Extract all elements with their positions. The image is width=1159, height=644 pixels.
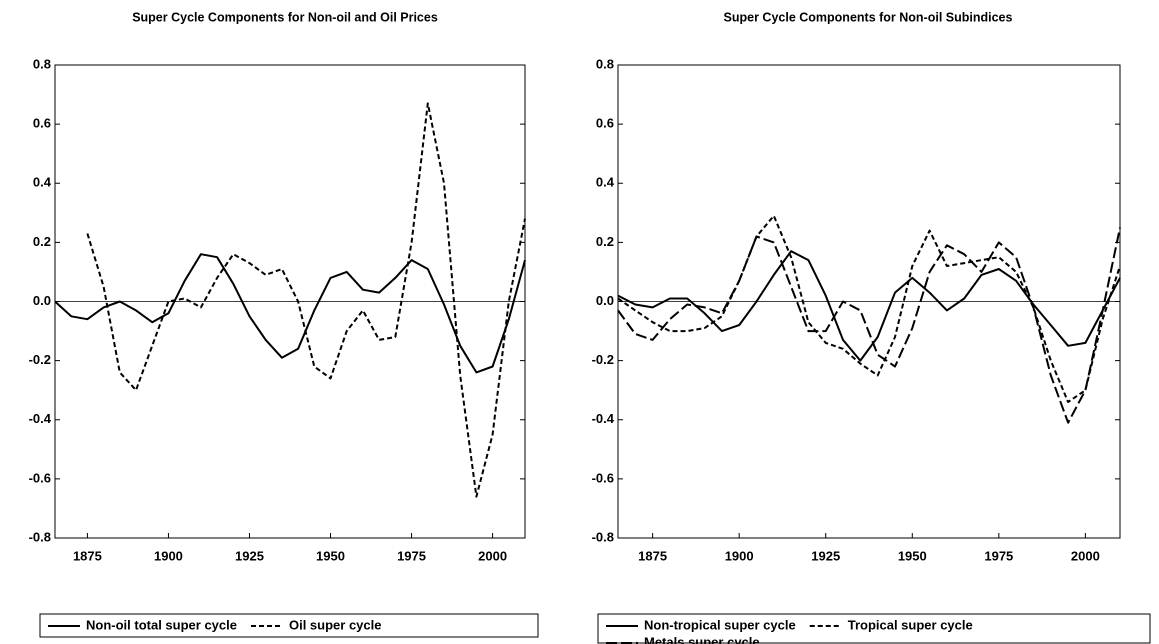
series-line — [617, 214, 1121, 403]
series-line — [54, 253, 526, 374]
chart-title: Super Cycle Components for Non-oil Subin… — [724, 10, 1013, 24]
x-tick-label: 1875 — [638, 548, 667, 563]
legend-label: Non-oil total super cycle — [86, 617, 237, 632]
legend-label: Non-tropical super cycle — [644, 617, 796, 632]
x-tick-label: 1975 — [984, 548, 1013, 563]
y-tick-label: -0.4 — [29, 411, 52, 426]
y-tick-label: -0.2 — [592, 352, 614, 367]
y-tick-label: 0.6 — [33, 116, 51, 131]
legend: Non-tropical super cycle Tropical super c… — [597, 613, 1151, 644]
y-tick-label: 0.0 — [596, 293, 614, 308]
x-tick-label: 1975 — [397, 548, 426, 563]
x-tick-label: 1950 — [316, 548, 345, 563]
y-tick-label: 0.6 — [596, 116, 614, 131]
x-tick-label: 1875 — [73, 548, 102, 563]
y-tick-label: -0.8 — [592, 529, 614, 544]
y-tick-label: -0.8 — [29, 529, 51, 544]
legend-label: Tropical super cycle — [848, 617, 973, 632]
y-tick-label: 0.4 — [33, 175, 52, 190]
y-tick-label: 0.4 — [596, 175, 615, 190]
x-tick-label: 1950 — [898, 548, 927, 563]
chart: Super Cycle Components for Non-oil and O… — [29, 10, 539, 638]
y-tick-label: 0.2 — [596, 234, 614, 249]
legend: Non-oil total super cycle Oil super cycle — [39, 613, 539, 638]
series-line — [617, 227, 1121, 424]
x-tick-label: 2000 — [478, 548, 507, 563]
x-tick-label: 1900 — [725, 548, 754, 563]
x-tick-label: 1900 — [154, 548, 183, 563]
x-tick-label: 1925 — [235, 548, 264, 563]
y-tick-label: 0.2 — [33, 234, 51, 249]
series-line — [86, 102, 526, 498]
y-tick-label: -0.2 — [29, 352, 51, 367]
chart: Super Cycle Components for Non-oil Subin… — [592, 10, 1151, 644]
legend-label: Metals super cycle — [644, 634, 760, 644]
x-tick-label: 1925 — [811, 548, 840, 563]
y-tick-label: -0.6 — [592, 470, 614, 485]
y-tick-label: 0.8 — [33, 56, 51, 71]
y-tick-label: -0.4 — [592, 411, 615, 426]
legend-label: Oil super cycle — [289, 617, 382, 632]
legend-box — [39, 613, 539, 638]
legend-box — [597, 613, 1151, 644]
series-line — [617, 250, 1121, 362]
x-tick-label: 2000 — [1071, 548, 1100, 563]
chart-title: Super Cycle Components for Non-oil and O… — [132, 10, 438, 24]
y-tick-label: 0.0 — [33, 293, 51, 308]
y-tick-label: 0.8 — [596, 56, 614, 71]
y-tick-label: -0.6 — [29, 470, 51, 485]
